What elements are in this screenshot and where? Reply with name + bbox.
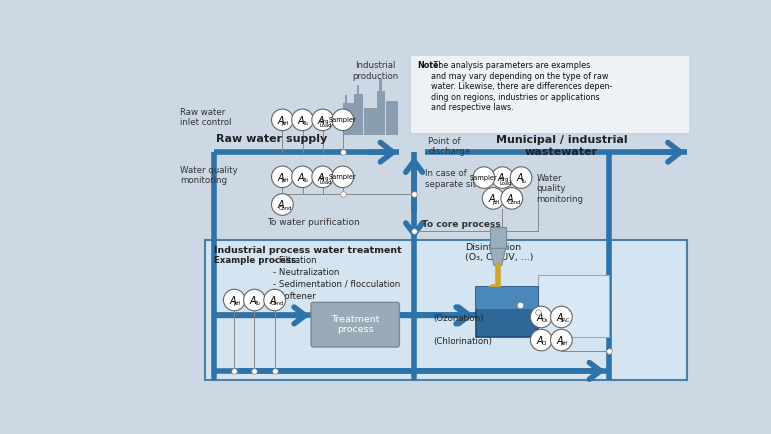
Text: A: A [497, 173, 504, 183]
Text: Cl: Cl [542, 342, 547, 346]
Text: Sampler: Sampler [329, 117, 357, 123]
Text: Tu: Tu [303, 121, 308, 126]
Text: Disinfection
(O₃, Cl, UV, ...): Disinfection (O₃, Cl, UV, ...) [465, 243, 534, 263]
Text: To water purification: To water purification [267, 217, 360, 227]
Text: A: A [278, 115, 284, 125]
Text: Tu: Tu [303, 178, 308, 183]
Bar [476, 287, 538, 337]
Text: Sampler: Sampler [470, 174, 498, 181]
Text: Raw water supply: Raw water supply [217, 135, 328, 145]
Bar [490, 227, 506, 248]
Text: Sampler: Sampler [329, 174, 357, 180]
Text: A: A [557, 336, 563, 346]
Text: A: A [270, 296, 276, 306]
Text: A: A [298, 173, 305, 183]
Text: A: A [517, 173, 523, 183]
Bar [386, 101, 398, 135]
Text: Org.
Load: Org. Load [319, 176, 332, 185]
Circle shape [550, 306, 572, 328]
Circle shape [271, 166, 293, 187]
Text: A: A [278, 173, 284, 183]
Text: In case of
separate sites: In case of separate sites [425, 169, 486, 188]
Circle shape [224, 289, 245, 311]
Circle shape [244, 289, 265, 311]
Text: A: A [298, 115, 305, 125]
Circle shape [473, 167, 495, 188]
Bar [377, 91, 386, 135]
Text: Org.
Load: Org. Load [319, 119, 332, 128]
Text: (Chlorination): (Chlorination) [433, 337, 493, 346]
Circle shape [291, 109, 313, 131]
Text: The analysis parameters are examples
and may vary depending on the type of raw
w: The analysis parameters are examples and… [431, 61, 612, 112]
Text: Industrial process water treatment: Industrial process water treatment [214, 246, 402, 255]
Text: (Ozonation): (Ozonation) [433, 314, 484, 323]
Circle shape [530, 306, 552, 328]
Circle shape [271, 194, 293, 215]
Text: A: A [250, 296, 256, 306]
Text: Point of
discharge: Point of discharge [428, 137, 470, 156]
Text: A: A [278, 201, 284, 210]
Text: pH: pH [561, 342, 568, 346]
Text: Cond: Cond [271, 301, 284, 306]
Circle shape [510, 167, 532, 188]
Bar [476, 287, 538, 309]
Bar [364, 108, 377, 135]
Circle shape [550, 329, 572, 351]
Text: Raw water
inlet control: Raw water inlet control [180, 108, 231, 127]
Text: A: A [318, 173, 325, 183]
Polygon shape [490, 248, 506, 265]
Text: A: A [230, 296, 236, 306]
Text: A: A [507, 194, 513, 204]
Circle shape [530, 329, 552, 351]
Text: A: A [318, 115, 325, 125]
Text: To core process: To core process [422, 220, 500, 229]
Circle shape [332, 109, 354, 131]
Circle shape [291, 166, 313, 187]
Bar [343, 103, 354, 135]
Text: Cond: Cond [508, 200, 522, 205]
Text: A: A [537, 336, 543, 346]
Circle shape [332, 166, 354, 187]
Text: Water quality
monitoring: Water quality monitoring [180, 166, 237, 185]
Circle shape [501, 187, 523, 209]
Text: Water
quality
monitoring: Water quality monitoring [537, 174, 584, 204]
Text: Example process:: Example process: [214, 256, 300, 265]
Text: SAC: SAC [559, 318, 570, 323]
Text: Note:: Note: [417, 61, 442, 70]
Bar [355, 95, 363, 135]
Bar [538, 276, 609, 337]
Text: pH: pH [493, 200, 500, 205]
FancyBboxPatch shape [205, 240, 687, 380]
Text: A: A [537, 313, 543, 323]
Text: A: A [488, 194, 495, 204]
Text: Org.
Load: Org. Load [500, 177, 512, 186]
Circle shape [492, 167, 513, 188]
Text: Tu: Tu [254, 301, 261, 306]
Text: Cond: Cond [279, 206, 292, 211]
Bar [345, 95, 348, 105]
Circle shape [264, 289, 285, 311]
Circle shape [311, 109, 334, 131]
Text: O₃: O₃ [541, 318, 547, 323]
Circle shape [483, 187, 504, 209]
Circle shape [271, 109, 293, 131]
Text: Treatment
process: Treatment process [331, 315, 379, 334]
Text: pH: pH [282, 121, 289, 126]
Text: Industrial
production: Industrial production [352, 61, 399, 81]
Bar [357, 85, 359, 96]
Circle shape [311, 166, 334, 187]
Text: pH: pH [234, 301, 241, 306]
Text: Municipal / industrial
wastewater: Municipal / industrial wastewater [496, 135, 627, 157]
Text: A: A [557, 313, 563, 323]
Bar [379, 79, 382, 91]
Text: Tu: Tu [521, 179, 527, 184]
Text: pH: pH [282, 178, 289, 183]
FancyBboxPatch shape [311, 302, 399, 347]
FancyBboxPatch shape [410, 55, 690, 134]
Text: - Filtration
- Neutralization
- Sedimentation / flocculation
- Softener: - Filtration - Neutralization - Sediment… [273, 256, 400, 300]
